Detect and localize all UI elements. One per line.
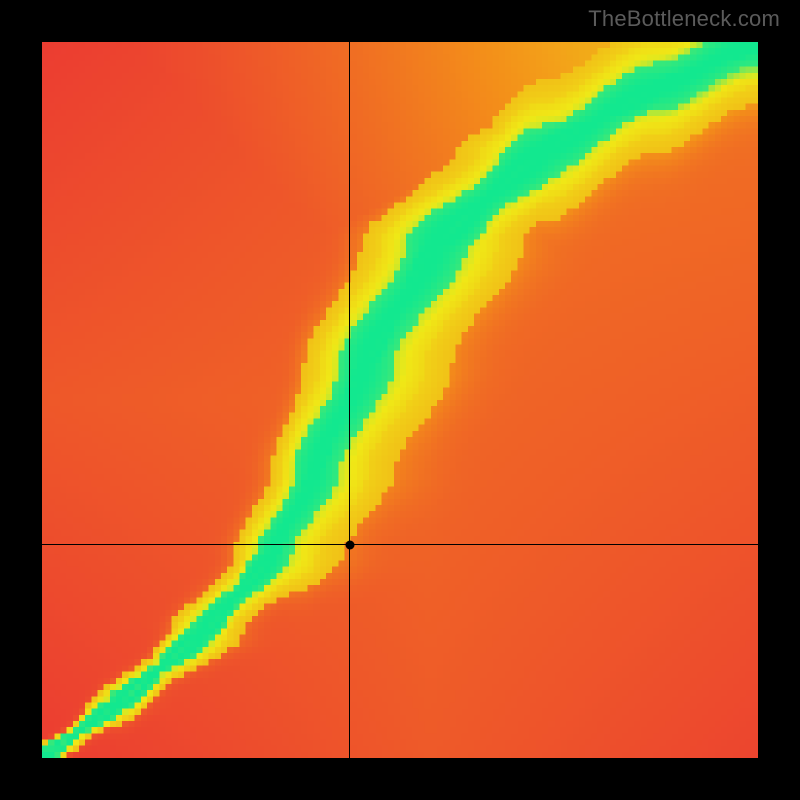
chart-container: TheBottleneck.com	[0, 0, 800, 800]
plot-area	[42, 42, 758, 758]
watermark-text: TheBottleneck.com	[588, 6, 780, 32]
crosshair-dot	[345, 540, 354, 549]
crosshair-horizontal	[42, 544, 758, 545]
heatmap-canvas	[42, 42, 758, 758]
crosshair-vertical	[349, 42, 350, 758]
